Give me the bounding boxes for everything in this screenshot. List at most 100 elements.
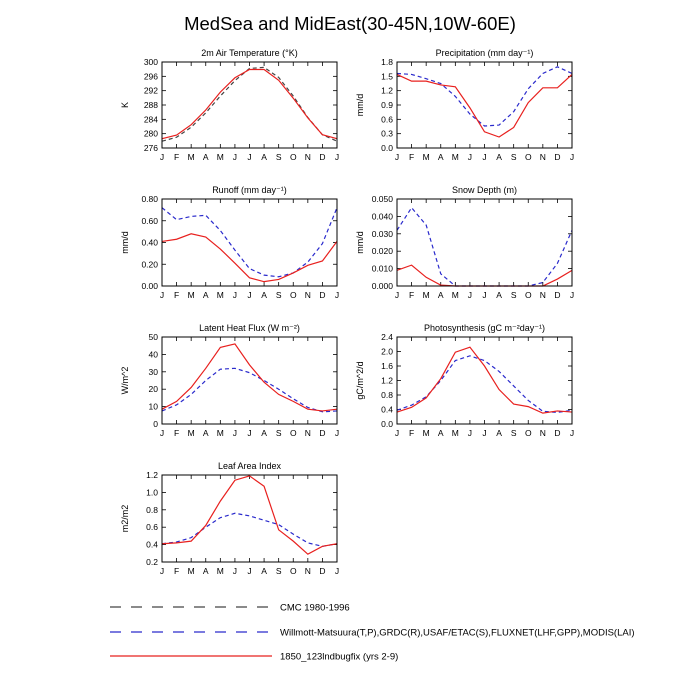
x-tick-label: S [276,290,282,300]
x-tick-label: J [335,152,339,162]
x-tick-label: J [468,152,472,162]
y-axis-label: gC/m^2/d [355,361,365,399]
chart-panel-4: Snow Depth (m) mm/d 0.000 0.010 0.020 0.030 0.… [355,185,574,300]
x-tick-label: N [305,152,311,162]
x-tick-label: A [203,152,209,162]
series-line-2 [161,68,338,140]
y-tick-label: 284 [144,114,158,124]
legend-label-1: CMC 1980-1996 [280,603,350,614]
x-tick-label: J [233,428,237,438]
x-tick-label: J [335,428,339,438]
x-tick-label: D [319,152,325,162]
x-tick-label: A [261,428,267,438]
y-tick-label: 0.010 [372,264,394,274]
series-line-1 [161,207,338,278]
x-tick-label: J [335,566,339,576]
y-tick-label: 0.0 [381,143,393,153]
x-tick-label: A [261,152,267,162]
x-tick-label: D [319,566,325,576]
chart-title: Leaf Area Index [218,461,282,471]
y-tick-label: 0.4 [146,540,158,550]
x-tick-label: A [438,152,444,162]
x-tick-label: M [452,152,459,162]
x-tick-label: J [247,152,251,162]
y-tick-label: 0.9 [381,100,393,110]
x-tick-label: J [160,566,164,576]
x-tick-label: J [570,290,574,300]
y-tick-label: 1.2 [381,376,393,386]
x-tick-label: J [468,428,472,438]
x-tick-label: N [540,290,546,300]
y-tick-label: 0.40 [141,238,158,248]
x-tick-label: F [174,152,179,162]
y-tick-label: 0.030 [372,229,394,239]
y-tick-label: 0.0 [381,419,393,429]
x-tick-label: N [540,152,546,162]
x-tick-label: J [482,290,486,300]
y-axis-label: mm/d [355,231,365,254]
x-tick-label: M [188,152,195,162]
x-tick-label: D [319,290,325,300]
series-line-1 [161,367,338,413]
x-tick-label: M [423,290,430,300]
x-tick-label: A [203,566,209,576]
x-tick-label: D [554,152,560,162]
y-tick-label: 50 [149,332,159,342]
y-tick-label: 0.2 [146,557,158,567]
x-tick-label: M [188,566,195,576]
x-tick-label: D [554,290,560,300]
chart-title: Photosynthesis (gC m⁻²day⁻¹) [424,323,545,333]
x-tick-label: J [247,290,251,300]
y-tick-label: 0.00 [141,281,158,291]
x-tick-label: O [525,290,532,300]
x-tick-label: S [276,566,282,576]
y-tick-label: 0.6 [146,522,158,532]
y-axis-label: mm/d [355,94,365,117]
y-tick-label: 0.050 [372,194,394,204]
chart-panel-5: Latent Heat Flux (W m⁻²) W/m^2 0 10 20 30 40 50… [120,323,339,438]
legend-label-3: 1850_123lndbugfix (yrs 2-9) [280,652,398,663]
y-tick-label: 0.4 [381,405,393,415]
x-tick-label: J [160,152,164,162]
x-tick-label: O [290,566,297,576]
x-tick-label: J [468,290,472,300]
series-line-2 [161,475,338,555]
chart-panel-1: 2m Air Temperature (°K) K 276 280 284 288 292 2… [120,48,339,162]
x-tick-label: D [554,428,560,438]
chart-title: Precipitation (mm day⁻¹) [436,48,534,58]
x-tick-label: O [290,428,297,438]
y-axis-label: W/m^2 [120,367,130,395]
x-tick-label: A [496,428,502,438]
y-tick-label: 0 [153,419,158,429]
x-tick-label: S [511,290,517,300]
chart-title: Runoff (mm day⁻¹) [212,185,287,195]
x-tick-label: N [305,290,311,300]
series-line-2 [161,343,338,412]
plot-frame [396,336,573,425]
chart-panels: 2m Air Temperature (°K) K 276 280 284 288 292 2… [120,48,574,576]
y-tick-label: 288 [144,100,158,110]
figure-title: MedSea and MidEast(30-45N,10W-60E) [184,13,516,34]
x-tick-label: M [217,566,224,576]
y-tick-label: 0.60 [141,216,158,226]
y-tick-label: 300 [144,57,158,67]
y-tick-label: 0.20 [141,259,158,269]
x-tick-label: J [570,152,574,162]
x-tick-label: A [203,428,209,438]
x-tick-label: O [525,152,532,162]
y-tick-label: 1.0 [146,487,158,497]
x-tick-label: N [305,566,311,576]
x-tick-label: J [570,428,574,438]
x-tick-label: S [511,428,517,438]
series-line-1 [396,355,573,414]
x-tick-label: F [174,566,179,576]
y-tick-label: 0.020 [372,246,394,256]
x-tick-label: J [395,290,399,300]
x-tick-label: J [233,290,237,300]
x-tick-label: J [160,290,164,300]
x-tick-label: A [261,290,267,300]
x-tick-label: D [319,428,325,438]
x-tick-label: M [452,428,459,438]
x-tick-label: J [247,428,251,438]
